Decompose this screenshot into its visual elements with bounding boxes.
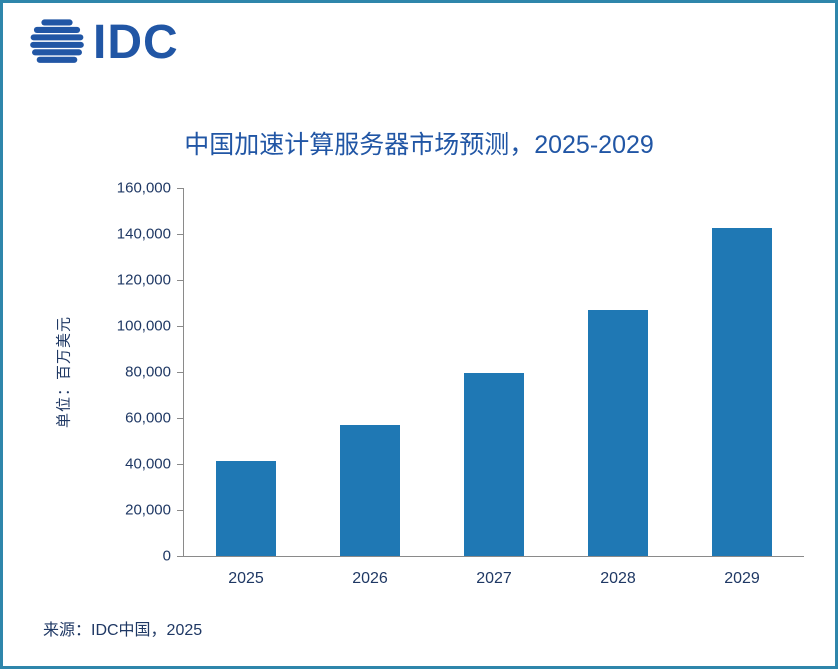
idc-logo: IDC <box>29 15 179 71</box>
y-axis-tick-label: 40,000 <box>125 455 171 473</box>
y-axis-tick-label: 80,000 <box>125 363 171 381</box>
y-axis-tick <box>177 510 184 511</box>
y-axis-tick <box>177 280 184 281</box>
y-axis-tick-label: 0 <box>162 547 171 565</box>
y-axis-tick <box>177 188 184 189</box>
y-axis-tick <box>177 556 184 557</box>
idc-globe-icon <box>30 19 84 63</box>
bar-2029 <box>712 228 772 556</box>
y-axis-tick-label: 120,000 <box>116 271 171 289</box>
idc-logo-text: IDC <box>93 16 179 69</box>
y-axis-tick-label: 160,000 <box>116 179 171 197</box>
y-axis-tick <box>177 326 184 327</box>
y-axis-tick <box>177 372 184 373</box>
y-axis-tick-label: 20,000 <box>125 501 171 519</box>
x-axis-label-2027: 2027 <box>476 570 512 587</box>
x-axis-label-2029: 2029 <box>724 570 760 587</box>
x-axis-label-2026: 2026 <box>352 570 388 587</box>
plot-area: 0 20,000 40,000 60,000 80,000 100,000 120,000 1… <box>117 180 804 587</box>
y-axis-tick <box>177 234 184 235</box>
bar-2027 <box>464 373 524 556</box>
y-axis-tick-label: 100,000 <box>116 317 171 335</box>
source-note: 来源：IDC中国，2025 <box>43 622 203 639</box>
bar-2026 <box>340 425 400 556</box>
chart-title: 中国加速计算服务器市场预测，2025-2029 <box>184 131 654 159</box>
y-axis-tick-label: 60,000 <box>125 409 171 427</box>
y-axis-tick <box>177 464 184 465</box>
y-axis-tick <box>177 418 184 419</box>
x-axis-label-2025: 2025 <box>228 570 264 587</box>
x-axis-label-2028: 2028 <box>600 570 636 587</box>
bar-2028 <box>588 310 648 556</box>
bar-2025 <box>216 461 276 556</box>
y-axis-title: 单位：百万美元 <box>55 315 73 429</box>
y-axis-tick-label: 140,000 <box>116 225 171 243</box>
